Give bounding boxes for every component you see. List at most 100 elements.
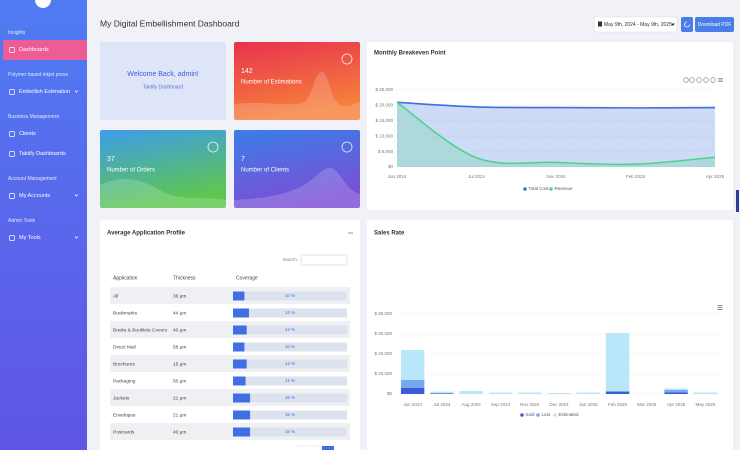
nav-icon xyxy=(9,130,15,137)
sidebar-item[interactable]: My Tools xyxy=(0,228,87,248)
nav-icon xyxy=(9,46,15,53)
sidebar: Insights Dashboards Polymer based inkjet p… xyxy=(0,0,87,450)
card xyxy=(367,42,733,210)
stat-card xyxy=(234,130,360,208)
cell-thickness: 40 µm xyxy=(173,327,186,333)
bar-segment xyxy=(605,392,630,394)
coverage-bar xyxy=(233,393,251,403)
x-tick-label: Apr 2025 xyxy=(706,174,725,179)
refresh-button[interactable] xyxy=(681,17,693,32)
y-tick-label: $0 xyxy=(388,164,394,169)
toolbar-menu xyxy=(718,78,723,82)
x-tick-label: Jun 2024 xyxy=(403,402,422,407)
toolbar-icon[interactable] xyxy=(696,77,702,83)
nav-label: Taktify Dashboards xyxy=(19,151,66,157)
sidebar-heading: Polymer based inkjet press xyxy=(8,72,69,78)
bar-segment xyxy=(605,333,630,391)
cell-application: Books & Booklets Covers xyxy=(113,327,168,333)
coverage-track xyxy=(233,308,347,318)
search-input[interactable] xyxy=(300,254,348,266)
sidebar-item[interactable]: Taktify Dashboards xyxy=(0,144,87,164)
nav-label: Clients xyxy=(19,131,36,137)
pagination-prev[interactable] xyxy=(295,445,321,450)
legend-label: Sold xyxy=(526,412,536,417)
sidebar-item[interactable]: My Accounts xyxy=(0,186,87,206)
toolbar-icon[interactable] xyxy=(689,77,695,83)
bar-segment xyxy=(664,392,688,394)
date-range-button[interactable] xyxy=(593,16,678,33)
bar-segment xyxy=(430,391,454,394)
bar-segment xyxy=(400,380,425,388)
bar-segment xyxy=(576,392,600,394)
toolbar-icon[interactable] xyxy=(683,77,689,83)
card-wave xyxy=(100,178,226,208)
cell-thickness: 21 µm xyxy=(173,412,186,418)
coverage-track xyxy=(233,410,347,420)
legend-marker xyxy=(553,413,557,417)
coverage-bar xyxy=(233,427,251,437)
bar-segment xyxy=(547,393,571,394)
x-tick-label: Nov 2024 xyxy=(520,402,540,407)
coverage-track xyxy=(233,359,347,369)
y-tick-label: $ 80,000 xyxy=(374,311,392,316)
bar-segment xyxy=(518,392,542,394)
chevron xyxy=(74,90,79,93)
logo xyxy=(35,0,51,8)
nav-icon xyxy=(9,234,15,241)
stat-value: 37 xyxy=(107,156,115,163)
cell-application: Bookmarks xyxy=(113,310,138,316)
cell-thickness: 15 µm xyxy=(173,361,186,367)
coverage-bar xyxy=(233,342,245,352)
toolbar-icon[interactable] xyxy=(710,77,716,83)
coverage-bar xyxy=(233,410,251,420)
coverage-label: 12 % xyxy=(285,327,295,332)
cell-application: Brochures xyxy=(113,361,135,367)
sidebar-heading: Insights xyxy=(8,30,26,36)
y-tick-label: $ 10,000 xyxy=(375,133,393,138)
table-title: Average Application Profile xyxy=(107,231,186,237)
y-tick-label: $ 60,000 xyxy=(374,331,392,336)
y-tick-label: $0 xyxy=(387,391,393,396)
cell-application: Direct Mail xyxy=(113,344,136,350)
chevron xyxy=(74,236,79,239)
x-tick-label: Feb 2025 xyxy=(626,174,646,179)
y-tick-label: $ 20,000 xyxy=(374,371,392,376)
nav-label: Embellish Estimation xyxy=(19,89,71,95)
legend-label: Lost xyxy=(542,412,551,417)
welcome-title: Welcome Back, admin! xyxy=(127,71,199,78)
sidebar-item[interactable]: Clients xyxy=(0,124,87,144)
bar-segment xyxy=(605,391,630,392)
x-tick-label: Jan 2025 xyxy=(579,402,598,407)
x-tick-label: Jul 2024 xyxy=(468,174,486,179)
legend-marker xyxy=(536,413,540,417)
toolbar-icon[interactable] xyxy=(703,77,709,83)
sidebar-item[interactable]: Embellish Estimation xyxy=(0,82,87,102)
chart-title: Monthly Breakeven Point xyxy=(374,51,446,57)
calendar-icon xyxy=(598,21,602,27)
y-tick-label: $ 20,000 xyxy=(375,103,393,108)
y-tick-label: $ 40,000 xyxy=(374,351,392,356)
caret xyxy=(671,23,675,26)
coverage-bar xyxy=(233,325,247,335)
coverage-label: 15 % xyxy=(285,412,295,417)
download-button[interactable] xyxy=(695,17,734,32)
scrollbar xyxy=(736,190,739,212)
pagination-page[interactable] xyxy=(322,446,334,450)
sidebar-item[interactable]: Dashboards xyxy=(3,40,87,60)
coverage-track xyxy=(233,393,347,403)
search-label: Search: xyxy=(282,257,298,262)
nav-icon xyxy=(9,192,15,199)
legend-marker xyxy=(523,187,527,191)
chart-title: Sales Rate xyxy=(374,231,405,237)
coverage-label: 14 % xyxy=(285,310,295,315)
line xyxy=(396,101,716,109)
chart-menu[interactable] xyxy=(717,305,723,310)
cell-application: Envelopes xyxy=(113,412,136,418)
welcome-card xyxy=(100,42,226,120)
sidebar-heading: Business Management xyxy=(8,114,59,120)
coverage-track xyxy=(233,376,347,386)
nav-label: My Tools xyxy=(19,235,41,241)
coverage-label: 15 % xyxy=(285,429,295,434)
x-tick-label: Jun 2024 xyxy=(388,174,407,179)
